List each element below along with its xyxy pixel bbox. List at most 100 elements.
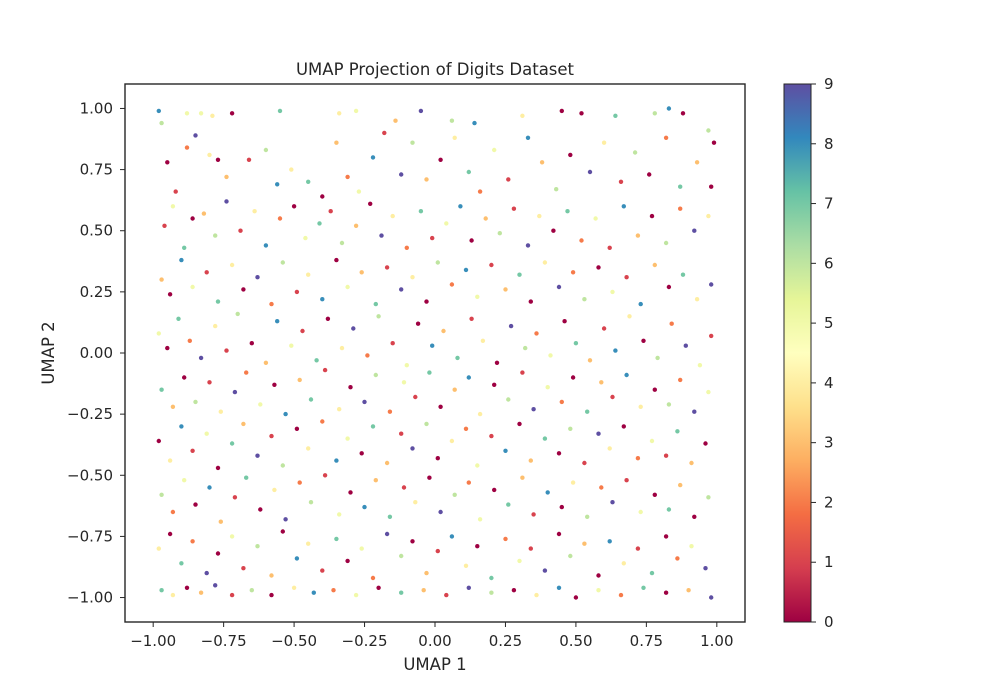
scatter-point xyxy=(201,211,207,216)
scatter-point xyxy=(156,546,161,551)
scatter-point xyxy=(376,314,381,319)
scatter-point xyxy=(430,343,435,348)
scatter-point xyxy=(703,441,708,446)
scatter-point xyxy=(562,319,567,324)
scatter-point xyxy=(184,585,190,590)
scatter-point xyxy=(508,323,514,329)
scatter-point xyxy=(556,585,562,590)
scatter-point xyxy=(190,448,195,453)
scatter-point xyxy=(709,282,714,287)
scatter-point xyxy=(379,233,384,238)
scatter-point xyxy=(382,130,387,136)
scatter-point xyxy=(179,424,184,429)
scatter-point xyxy=(277,108,283,114)
scatter-point xyxy=(610,500,615,505)
scatter-point xyxy=(607,245,612,250)
scatter-point xyxy=(176,316,181,321)
scatter-point xyxy=(215,551,221,556)
scatter-point xyxy=(539,160,545,165)
scatter-point xyxy=(184,145,190,150)
scatter-point xyxy=(427,475,432,480)
scatter-point xyxy=(663,135,669,140)
scatter-point xyxy=(297,480,302,485)
scatter-point xyxy=(568,553,573,559)
scatter-point xyxy=(458,204,463,209)
scatter-point xyxy=(641,585,646,590)
scatter-point xyxy=(297,377,302,383)
scatter-point xyxy=(497,231,502,236)
scatter-point xyxy=(624,478,629,483)
scatter-point xyxy=(275,182,280,187)
scatter-point xyxy=(573,341,579,346)
scatter-point xyxy=(215,157,221,162)
scatter-point xyxy=(424,299,429,304)
scatter-point xyxy=(601,140,607,145)
scatter-point xyxy=(556,284,562,290)
scatter-point xyxy=(709,184,714,189)
scatter-point xyxy=(289,343,294,348)
scatter-point xyxy=(362,399,367,405)
scatter-point xyxy=(359,546,364,551)
scatter-point xyxy=(156,331,161,336)
scatter-point xyxy=(306,179,311,184)
scatter-point xyxy=(173,189,178,194)
scatter-point xyxy=(506,177,511,182)
scatter-point xyxy=(258,402,263,407)
scatter-point xyxy=(652,492,657,497)
scatter-point xyxy=(582,460,587,466)
scatter-point xyxy=(441,328,446,334)
scatter-point xyxy=(638,301,643,307)
scatter-point xyxy=(635,233,641,238)
scatter-point xyxy=(694,160,700,165)
scatter-point xyxy=(610,394,615,400)
scatter-point xyxy=(339,345,345,351)
scatter-point xyxy=(449,534,455,539)
scatter-point xyxy=(159,492,164,497)
x-axis-label: UMAP 1 xyxy=(403,655,466,674)
scatter-point xyxy=(249,341,254,346)
scatter-point xyxy=(224,174,229,180)
scatter-point xyxy=(528,299,533,304)
scatter-point xyxy=(652,111,657,116)
scatter-point xyxy=(548,353,553,358)
scatter-point xyxy=(179,257,184,263)
scatter-point xyxy=(618,592,624,598)
scatter-point xyxy=(475,463,480,468)
scatter-point xyxy=(401,380,407,385)
scatter-point xyxy=(224,348,229,353)
scatter-point xyxy=(306,446,311,451)
scatter-point xyxy=(272,487,277,493)
scatter-point xyxy=(663,590,669,595)
scatter-point xyxy=(663,534,669,539)
scatter-point xyxy=(325,316,331,321)
scatter-point xyxy=(193,502,198,507)
x-tick-label: −1.00 xyxy=(130,632,176,650)
scatter-point xyxy=(167,292,173,297)
scatter-point xyxy=(641,338,646,343)
scatter-point xyxy=(291,585,297,590)
scatter-point xyxy=(621,204,626,209)
scatter-point xyxy=(334,536,339,542)
scatter-point xyxy=(652,262,657,268)
scatter-point xyxy=(706,389,711,395)
scatter-point xyxy=(635,546,641,551)
scatter-point xyxy=(692,514,697,519)
scatter-point xyxy=(156,108,161,114)
scatter-point xyxy=(449,438,455,444)
scatter-point xyxy=(232,389,238,395)
scatter-point xyxy=(689,544,694,549)
scatter-point xyxy=(697,363,703,368)
scatter-point xyxy=(322,473,328,478)
scatter-point xyxy=(167,531,173,537)
scatter-point xyxy=(204,270,209,275)
scatter-point xyxy=(528,458,533,463)
scatter-point xyxy=(492,147,497,153)
scatter-point xyxy=(213,323,218,329)
scatter-point xyxy=(601,326,607,331)
scatter-point xyxy=(551,228,556,233)
scatter-point xyxy=(517,558,522,564)
scatter-point xyxy=(489,262,494,268)
scatter-point xyxy=(244,370,249,375)
scatter-point xyxy=(559,108,564,114)
colorbar-tick-label: 1 xyxy=(824,553,834,571)
